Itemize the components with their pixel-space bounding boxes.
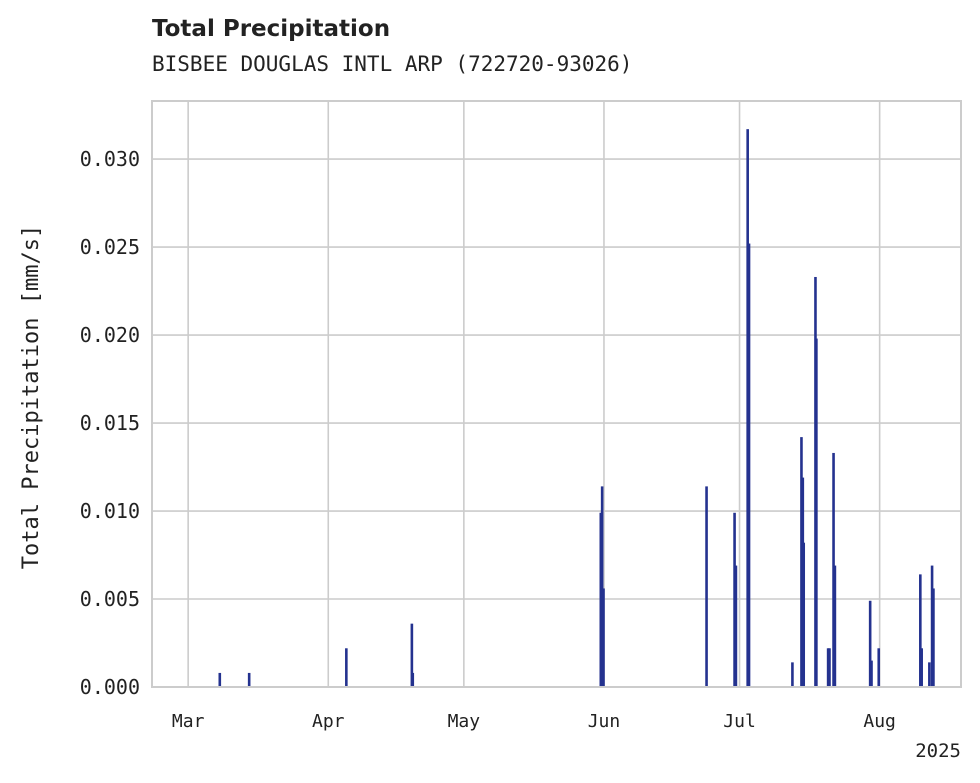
precipitation-bar <box>747 243 751 688</box>
x-tick-label: Jul <box>723 711 756 732</box>
precipitation-bar <box>410 623 414 687</box>
y-tick-label: 0.005 <box>80 587 140 611</box>
x-tick-label: Apr <box>312 711 345 732</box>
x-offset-label: 2025 <box>915 740 961 762</box>
chart-subtitle: BISBEE DOUGLAS INTL ARP (722720-93026) <box>152 52 633 76</box>
precipitation-bar <box>832 452 835 687</box>
precipitation-bar <box>602 588 605 687</box>
y-axis-ticks: 0.000 0.005 0.010 0.015 0.020 0.025 0.030 <box>80 147 140 699</box>
precipitation-bar <box>877 648 881 687</box>
precipitation-bar <box>218 672 222 687</box>
precipitation-bar <box>599 512 603 687</box>
y-tick-label: 0.030 <box>80 147 140 171</box>
precipitation-bar <box>411 672 415 687</box>
precipitation-bar <box>833 565 837 687</box>
precipitation-bar <box>826 648 830 687</box>
precipitation-bar <box>928 662 931 687</box>
plot-frame <box>151 100 962 688</box>
precipitation-bar <box>600 486 604 687</box>
precipitation-bar <box>828 648 831 687</box>
y-tick-label: 0.000 <box>80 675 140 699</box>
x-tick-label: Jun <box>588 711 621 732</box>
chart-title: Total Precipitation <box>152 16 391 42</box>
x-axis-ticks: Mar Apr May Jun Jul Aug <box>172 711 896 732</box>
precipitation-bars <box>218 129 935 688</box>
precipitation-bar <box>733 512 736 687</box>
y-tick-label: 0.015 <box>80 411 140 435</box>
y-tick-label: 0.010 <box>80 499 140 523</box>
precipitation-bar <box>705 486 708 687</box>
x-tick-label: Mar <box>172 711 205 732</box>
precipitation-bar <box>920 648 923 687</box>
precipitation-bar <box>800 437 803 687</box>
precipitation-bar <box>919 574 922 687</box>
y-tick-label: 0.025 <box>80 235 140 259</box>
y-tick-label: 0.020 <box>80 323 140 347</box>
precipitation-bar <box>870 660 873 687</box>
x-tick-label: May <box>448 711 481 732</box>
precipitation-bar <box>746 129 749 688</box>
precipitation-bar <box>932 588 935 687</box>
precipitation-bar <box>345 648 348 687</box>
precipitation-bar <box>734 565 738 687</box>
x-tick-label: Aug <box>863 711 896 732</box>
precipitation-bar <box>791 662 794 687</box>
y-axis-label: Total Precipitation [mm/s] <box>19 225 44 569</box>
grid-lines <box>152 101 961 688</box>
precipitation-bar <box>930 565 934 687</box>
precipitation-bar <box>802 542 806 687</box>
precipitation-bar <box>868 600 872 687</box>
precipitation-bar <box>247 672 251 687</box>
precipitation-bar <box>815 338 818 687</box>
